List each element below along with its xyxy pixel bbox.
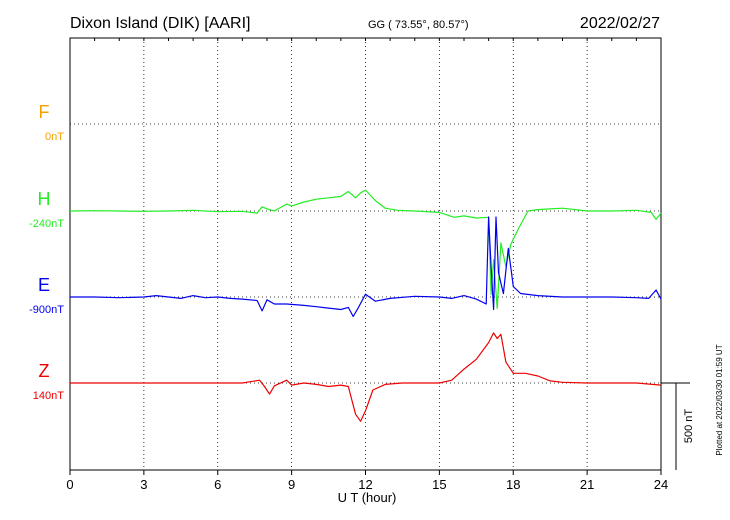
series-labels: F 0nT H -240nT E -900nT Z 140nT — [29, 102, 64, 402]
series-baseline-z: 140nT — [33, 390, 64, 402]
x-axis: 0 3 6 9 12 15 18 21 24 — [66, 38, 668, 492]
series-baseline-h: -240nT — [29, 218, 64, 230]
grid-lines — [70, 38, 661, 470]
x-tick-label: 9 — [288, 477, 295, 492]
x-tick-label: 0 — [66, 477, 73, 492]
plotted-at-label: Plotted at 2022/03/30 01:59 UT — [715, 344, 724, 455]
chart-date: 2022/02/27 — [580, 15, 660, 32]
x-tick-label: 6 — [214, 477, 221, 492]
series-name-z: Z — [39, 361, 50, 381]
station-title: Dixon Island (DIK) [AARI] — [70, 15, 251, 32]
series-line-h — [69, 189, 662, 309]
x-tick-label: 3 — [140, 477, 147, 492]
series-line-e — [70, 216, 662, 318]
x-tick-label: 15 — [432, 477, 446, 492]
series-name-e: E — [38, 275, 50, 295]
x-tick-label: 12 — [358, 477, 372, 492]
x-axis-label: U T (hour) — [338, 490, 397, 505]
x-tick-label: 18 — [506, 477, 520, 492]
station-coordinates: GG ( 73.55°, 80.57°) — [368, 19, 469, 31]
scale-bar-label: 500 nT — [683, 409, 695, 444]
series-baseline-f: 0nT — [45, 131, 64, 143]
x-tick-label: 21 — [580, 477, 594, 492]
series-lines — [69, 189, 662, 422]
series-name-f: F — [39, 102, 50, 122]
scale-bar: 500 nT — [661, 382, 695, 470]
series-baseline-e: -900nT — [29, 304, 64, 316]
series-line-z — [70, 332, 662, 422]
series-name-h: H — [38, 189, 51, 209]
x-tick-label: 24 — [654, 477, 668, 492]
